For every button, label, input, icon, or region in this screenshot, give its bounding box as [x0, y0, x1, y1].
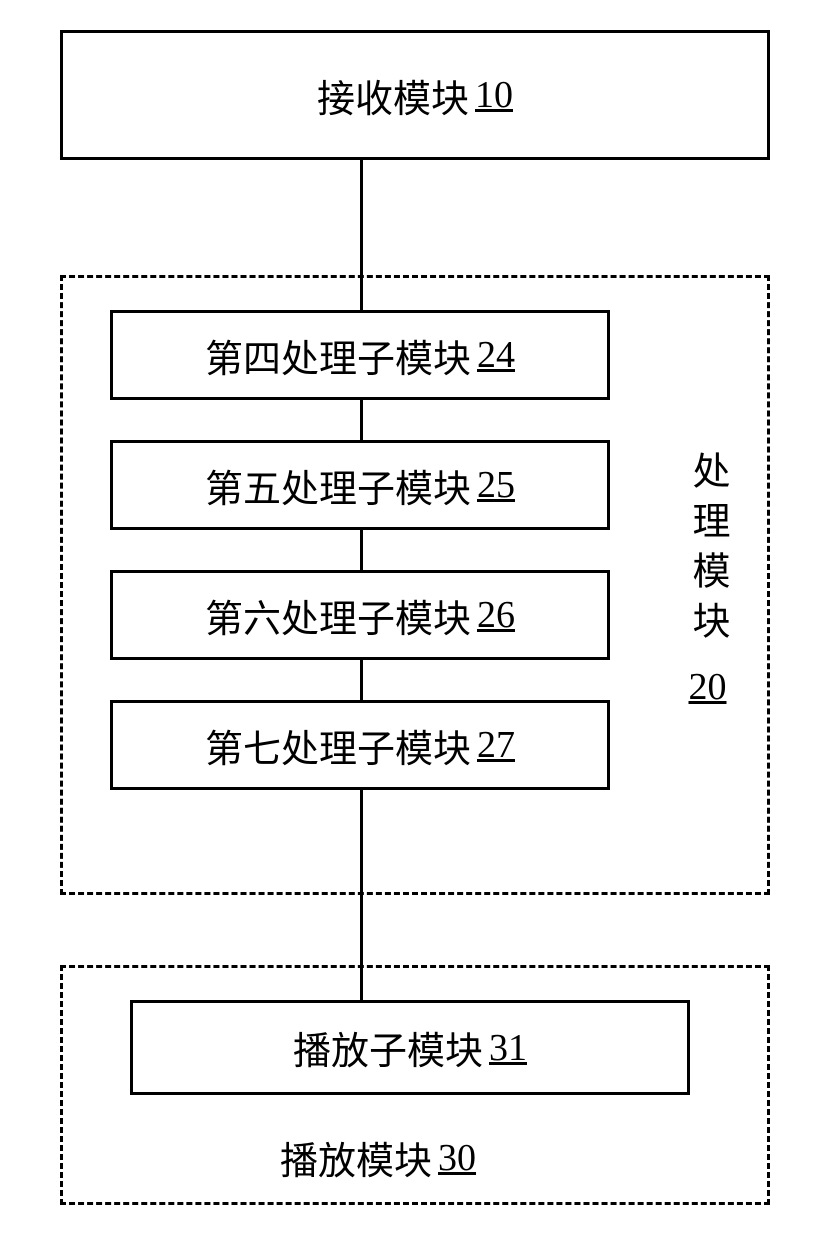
sub-module-4-num: 24 [477, 333, 515, 377]
sub-module-4-text: 第四处理子模块 [205, 328, 471, 383]
receive-module-text: 接收模块 [317, 68, 469, 123]
receive-module-box: 接收模块 10 [60, 30, 770, 160]
play-module-label: 播放模块 30 [280, 1130, 476, 1185]
play-sub-module-num: 31 [489, 1026, 527, 1070]
play-module-label-num: 30 [438, 1136, 476, 1180]
processing-module-label-num: 20 [689, 665, 727, 709]
sub-module-6-box: 第六处理子模块 26 [110, 570, 610, 660]
sub-module-4-box: 第四处理子模块 24 [110, 310, 610, 400]
sub-module-7-text: 第七处理子模块 [205, 718, 471, 773]
sub-module-5-text: 第五处理子模块 [205, 458, 471, 513]
sub-module-5-num: 25 [477, 463, 515, 507]
sub-module-7-num: 27 [477, 723, 515, 767]
sub-module-6-text: 第六处理子模块 [205, 588, 471, 643]
processing-module-label: 处理模块 20 [680, 370, 735, 790]
sub-module-6-num: 26 [477, 593, 515, 637]
receive-module-num: 10 [475, 73, 513, 117]
play-module-label-text: 播放模块 [280, 1130, 432, 1185]
connector-4 [360, 660, 363, 700]
sub-module-7-box: 第七处理子模块 27 [110, 700, 610, 790]
play-sub-module-box: 播放子模块 31 [130, 1000, 690, 1095]
connector-2 [360, 400, 363, 440]
connector-3 [360, 530, 363, 570]
sub-module-5-box: 第五处理子模块 25 [110, 440, 610, 530]
processing-module-label-text: 处理模块 [680, 451, 735, 651]
play-sub-module-text: 播放子模块 [293, 1020, 483, 1075]
